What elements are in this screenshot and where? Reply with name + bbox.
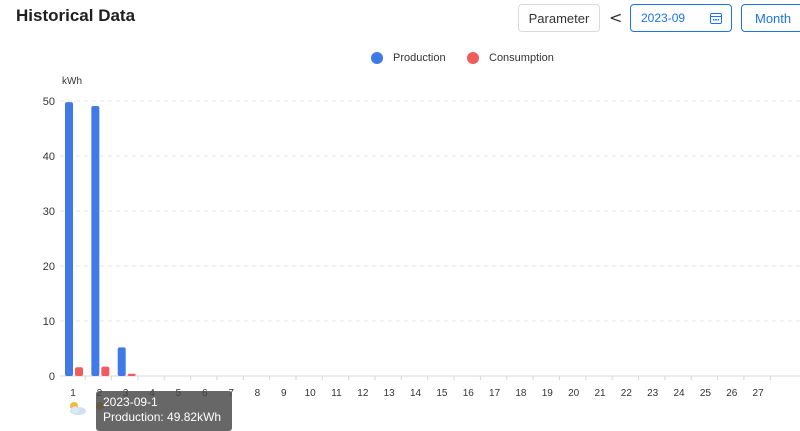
y-tick-label: 50: [43, 96, 55, 108]
x-tick-label: 9: [281, 388, 287, 399]
x-tick-label: 10: [305, 388, 317, 399]
x-tick-label: 26: [726, 388, 738, 399]
x-tick-label: 25: [700, 388, 712, 399]
parameter-button[interactable]: Parameter: [518, 4, 600, 32]
x-tick-label: 17: [489, 388, 501, 399]
calendar-icon: [710, 13, 722, 24]
y-tick-label: 40: [43, 151, 55, 163]
y-axis-unit: kWh: [62, 76, 82, 87]
x-tick-label: 14: [410, 388, 422, 399]
x-tick-label: 21: [594, 388, 606, 399]
x-tick-label: 8: [255, 388, 261, 399]
x-tick-label: 20: [568, 388, 580, 399]
x-tick-label: 24: [673, 388, 685, 399]
y-tick-label: 30: [43, 206, 55, 218]
x-tick-label: 1: [70, 388, 76, 399]
x-tick-label: 18: [515, 388, 527, 399]
x-tick-label: 22: [621, 388, 633, 399]
consumption-bar: [101, 366, 110, 376]
month-button[interactable]: Month: [741, 4, 800, 32]
prev-period-arrow[interactable]: <: [609, 8, 623, 27]
production-bar: [117, 347, 126, 376]
bar-chart: 0102030405012345678910111213141516171819…: [43, 96, 800, 399]
x-tick-label: 11: [331, 388, 342, 399]
consumption-bar: [75, 367, 83, 376]
date-picker-input[interactable]: 2023-09: [630, 4, 732, 32]
partly-cloudy-icon: [70, 402, 86, 415]
x-tick-label: 23: [647, 388, 659, 399]
y-tick-label: 10: [43, 316, 55, 328]
x-tick-label: 19: [542, 388, 554, 399]
chart-legend: Production Consumption: [0, 52, 800, 70]
date-value: 2023-09: [641, 11, 686, 25]
x-tick-label: 13: [384, 388, 396, 399]
legend-production[interactable]: Production: [371, 52, 446, 64]
x-tick-label: 12: [357, 388, 369, 399]
consumption-legend-dot: [467, 52, 479, 64]
consumption-bar: [127, 373, 136, 376]
y-tick-label: 20: [43, 261, 55, 273]
production-legend-dot: [371, 52, 383, 64]
production-bar: [65, 102, 73, 376]
x-tick-label: 15: [436, 388, 448, 399]
legend-consumption-label: Consumption: [489, 52, 554, 64]
page-title: Historical Data: [16, 6, 136, 25]
x-tick-label: 16: [463, 388, 475, 399]
production-bar: [91, 105, 100, 376]
legend-consumption[interactable]: Consumption: [467, 52, 554, 64]
legend-production-label: Production: [393, 52, 446, 64]
y-tick-label: 0: [49, 371, 55, 383]
x-tick-label: 27: [753, 388, 765, 399]
tooltip-date: 2023-09-1: [103, 395, 158, 409]
chart-tooltip: 2023-09-1 Production: 49.82kWh: [96, 391, 232, 431]
